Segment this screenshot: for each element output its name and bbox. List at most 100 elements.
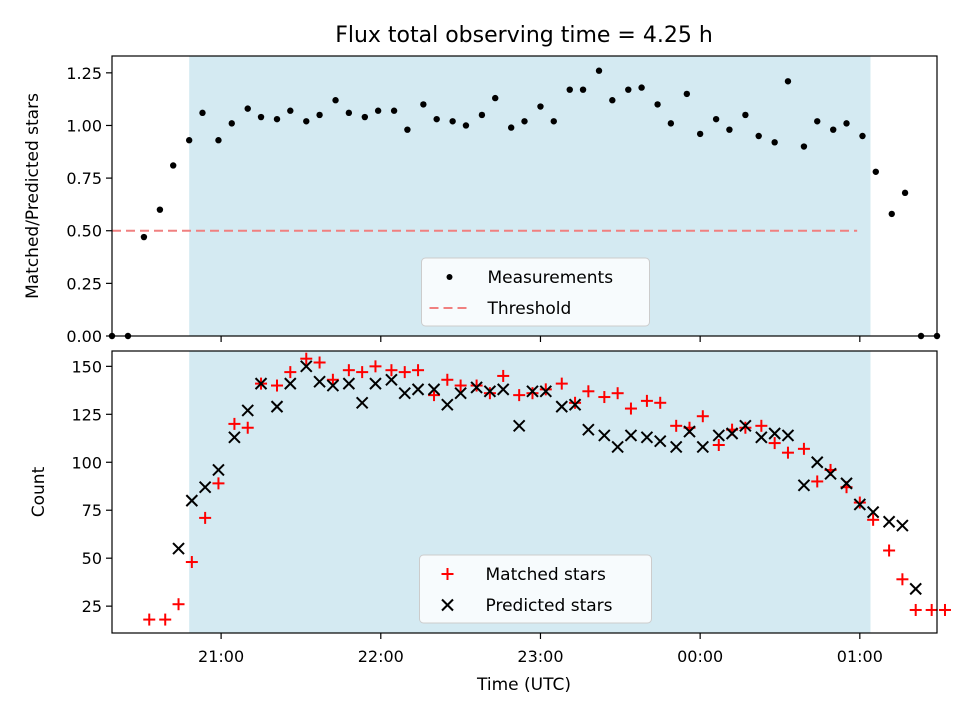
- predicted-star-point: [640, 431, 654, 444]
- x-b: [313, 375, 326, 388]
- measurement-point: [566, 86, 573, 93]
- x-b: [241, 404, 254, 417]
- measurement-point: [784, 78, 792, 85]
- x-b: [909, 582, 922, 596]
- measurement-point: [507, 124, 515, 131]
- predicted-star-point: [909, 582, 922, 596]
- matched-star-point: [938, 603, 951, 616]
- measurement-point: [638, 84, 645, 91]
- matched-star-point: [483, 387, 496, 400]
- x-b: [866, 505, 880, 519]
- x-b: [270, 400, 284, 413]
- measurement-point: [449, 118, 456, 125]
- matched-star-point: [271, 379, 283, 392]
- bottom-y-tick-label: 150: [71, 357, 102, 376]
- x-b: [512, 419, 526, 433]
- x-tick-label: 23:00: [517, 647, 563, 666]
- x-tick-label: 22:00: [358, 647, 404, 666]
- bottom-axes-frame: [111, 350, 938, 634]
- measurement-point: [771, 139, 778, 146]
- x-b: [369, 377, 382, 390]
- measurement-point: [215, 137, 222, 144]
- measurement-point: [742, 111, 749, 119]
- predicted-star-point: [882, 515, 896, 528]
- x-b: [739, 419, 752, 433]
- predicted-star-point: [853, 498, 867, 511]
- x-b: [640, 431, 654, 444]
- measurement-point: [273, 115, 281, 123]
- measurement-point: [420, 101, 427, 108]
- x-b: [781, 429, 795, 442]
- x-b: [228, 431, 241, 444]
- matched-star-point: [624, 402, 637, 415]
- matched-star-point: [428, 389, 441, 402]
- matched-star-point: [497, 369, 510, 382]
- measurement-point: [140, 233, 148, 241]
- x-b: [497, 383, 510, 396]
- predicted-star-point: [582, 423, 595, 436]
- measurement-point: [345, 109, 353, 117]
- matched-star-point: [369, 360, 382, 373]
- measurement-point: [595, 67, 603, 74]
- predicted-star-point: [866, 505, 880, 519]
- predicted-star-point: [355, 396, 369, 410]
- x-b: [568, 398, 582, 411]
- measurement-point: [755, 132, 762, 140]
- x-b: [725, 427, 739, 440]
- matched-star-point: [159, 613, 172, 626]
- x-b: [840, 477, 853, 490]
- bottom-panel: 25 50 75 100 125 150 Count Matched stars Predict…: [29, 350, 951, 666]
- measurement-point: [579, 86, 587, 93]
- measurement-point: [433, 115, 440, 123]
- matched-star-point: [654, 396, 667, 409]
- measurement-point: [462, 122, 470, 129]
- x-b: [768, 427, 781, 440]
- matched-star-point: [526, 387, 539, 400]
- matched-star-point: [313, 356, 326, 369]
- predicted-star-point: [212, 463, 225, 477]
- measurement-point: [550, 118, 557, 125]
- predicted-star-point: [768, 427, 781, 440]
- bottom-y-tick-label: 50: [82, 549, 102, 568]
- bottom-y-tick-label: 100: [71, 453, 102, 472]
- matched-star-point: [172, 598, 185, 611]
- predicted-star-point: [284, 377, 297, 390]
- x-b: [696, 440, 710, 454]
- matched-star-point: [896, 573, 909, 586]
- measurement-point: [537, 103, 544, 110]
- matched-star-point: [712, 439, 725, 451]
- predicted-star-point: [398, 386, 411, 400]
- matched-star-point: [811, 475, 824, 488]
- matched-star-point: [300, 352, 313, 365]
- matched-star-point: [513, 389, 526, 402]
- predicted-star-point: [526, 385, 539, 398]
- matched-star-point: [755, 419, 768, 432]
- matched-star-point: [582, 385, 595, 398]
- matched-star-point: [398, 366, 411, 379]
- predicted-star-point: [781, 429, 795, 442]
- legend-box: [419, 554, 652, 624]
- legend-label: Measurements: [488, 268, 614, 288]
- matched-star-point: [241, 421, 254, 434]
- predicted-star-point: [739, 419, 752, 433]
- measurement-point: [170, 162, 177, 169]
- legend-x-icon: [441, 598, 454, 612]
- top-y-tick-label: 0.25: [66, 274, 102, 293]
- legend-label: Predicted stars: [486, 596, 613, 616]
- predicted-star-point: [326, 379, 340, 392]
- x-b: [385, 373, 398, 386]
- measurement-point: [800, 143, 808, 150]
- measurement-point: [492, 94, 499, 102]
- top-panel: 0.00 0.25 0.50 0.75 1.00 1.25 Matched/Predicte…: [23, 55, 941, 346]
- chart-title: Flux total observing time = 4.25 h: [335, 23, 713, 48]
- x-b: [470, 381, 483, 394]
- matched-star-point: [853, 496, 866, 509]
- measurement-point: [303, 118, 310, 125]
- matched-star-point: [640, 394, 653, 407]
- matched-star-point: [228, 417, 241, 430]
- measurement-point: [374, 107, 382, 114]
- predicted-star-point: [385, 373, 398, 386]
- top-y-tick-label: 1.25: [66, 64, 102, 83]
- predicted-star-point: [241, 404, 254, 417]
